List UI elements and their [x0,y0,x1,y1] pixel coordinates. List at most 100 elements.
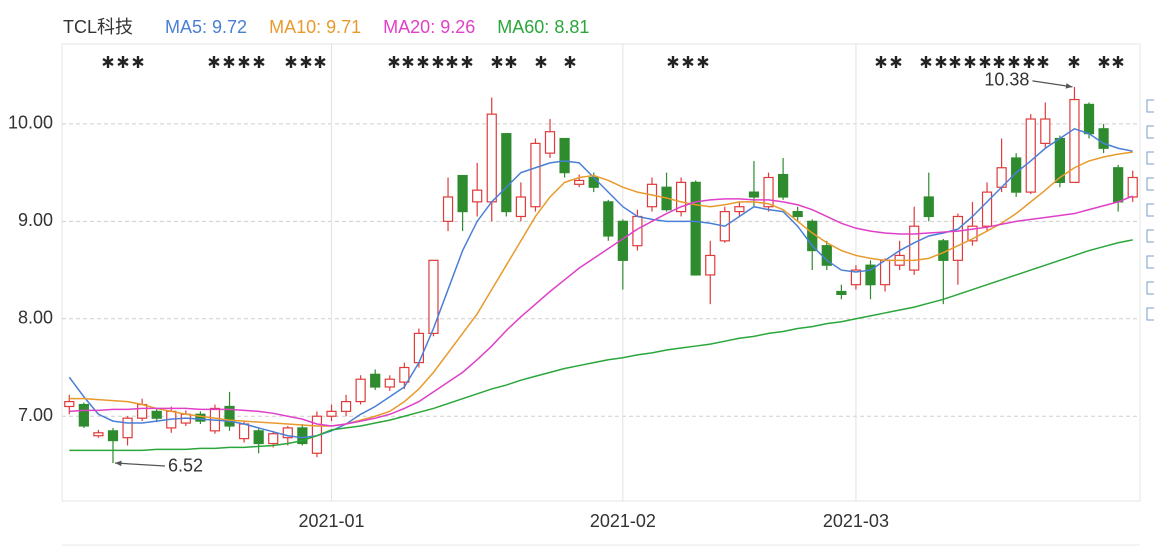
signal-marker [388,56,400,68]
side-button[interactable] [1146,307,1154,321]
signal-marker [432,56,444,68]
candle-body [734,206,745,213]
side-button[interactable] [1146,281,1154,295]
candle-body [340,401,352,412]
candle-body [355,378,366,403]
legend-value: 9.72 [212,17,247,37]
candle-body [268,433,279,445]
legend-label: MA60 [497,17,544,37]
candle-body [122,417,133,439]
candle-body [64,401,75,408]
candle-body [1011,157,1022,193]
signal-marker [491,56,503,68]
candle-body [763,176,774,208]
candle-body [413,332,425,364]
candle-body [850,269,862,286]
signal-marker [697,56,709,68]
legend-separator: : [430,17,435,37]
candle-body [326,410,337,417]
side-button[interactable] [1146,125,1154,139]
candle-body [617,220,628,261]
x-tick-label: 2021-01 [298,511,364,531]
candle-body [705,254,716,276]
candle-body [1025,118,1036,193]
ma-line [68,127,1133,439]
candle-body [792,210,803,218]
ma-line [69,239,1133,452]
legend-separator: : [544,17,549,37]
candle-body [574,179,585,185]
side-button[interactable] [1146,229,1154,243]
candle-body [384,378,395,388]
candle-body [297,427,308,445]
candle-body [909,225,920,271]
signal-marker [949,56,961,68]
candle-body [370,373,381,388]
ma-line [69,195,1133,427]
legend-value: 8.81 [554,17,589,37]
candle-body [603,201,614,237]
side-button[interactable] [1146,151,1154,165]
signal-marker [979,56,991,68]
candle-body [777,173,789,198]
y-tick-label: 9.00 [18,210,53,230]
candle-body [224,405,235,427]
candle-body [1083,103,1095,135]
candle-body [195,413,206,422]
side-button[interactable] [1146,99,1154,113]
signal-marker [1112,56,1124,68]
signal-marker [402,56,414,68]
candle-body [530,142,541,208]
candle-body [967,225,978,242]
candle-body [748,191,760,198]
signal-marker [667,56,679,68]
annotation-arrowhead [114,460,122,467]
signal-markers [102,56,1124,68]
side-button[interactable] [1146,177,1154,191]
signal-marker [1008,56,1020,68]
candle-body [442,196,454,222]
ma-line [69,151,1133,427]
candle-body [952,215,964,261]
signal-marker [132,56,144,68]
candle-body [1069,98,1080,183]
candle-body [78,403,89,427]
candle-body [559,137,570,174]
annotation-arrow [114,462,166,467]
candle-body [238,423,250,440]
annotation-arrowhead [1065,83,1073,89]
legend-value: 9.26 [440,17,475,37]
max-annotation: 10.38 [984,70,1029,90]
candle-body [457,174,468,213]
x-tick-label: 2021-02 [590,511,656,531]
candle-body [428,259,439,335]
candle-body [676,181,687,213]
side-buttons [1146,99,1154,321]
min-annotation: 6.52 [168,456,203,476]
legend-separator: : [316,17,321,37]
side-button[interactable] [1146,203,1154,217]
signal-marker [1068,56,1080,68]
side-button[interactable] [1146,255,1154,269]
x-tick-label: 2021-03 [823,511,889,531]
candle-body [1113,167,1124,203]
candle-body [137,403,148,419]
legend-value: 9.71 [326,17,361,37]
candle-body [588,176,599,188]
candle-body [107,430,119,442]
candle-body [282,427,293,439]
candle-body [1098,128,1109,149]
y-tick-label: 10.00 [8,113,53,133]
candle-body [1127,176,1138,198]
candle-body [253,430,264,445]
signal-marker [446,56,458,68]
signal-marker [102,56,114,68]
signal-marker [1037,56,1049,68]
candle-body [93,432,104,437]
signal-marker [535,56,547,68]
signal-marker [1098,56,1110,68]
candle-body [879,259,891,286]
candle-body [865,264,876,286]
